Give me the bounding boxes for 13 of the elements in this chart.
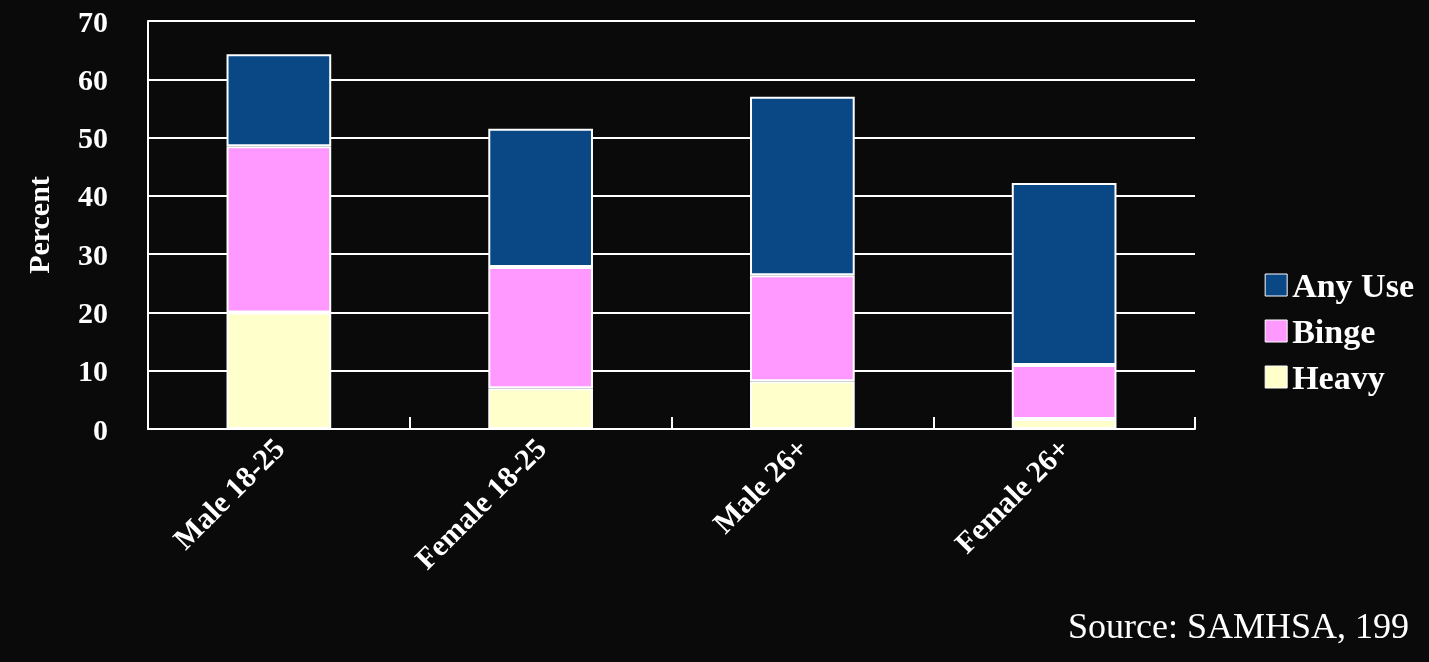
y-tick-label: 50	[78, 121, 108, 155]
y-tick-label: 60	[78, 62, 108, 96]
y-tick-label: 40	[78, 179, 108, 213]
y-tick-label: 30	[78, 237, 108, 271]
y-tick-label: 70	[78, 4, 108, 38]
legend-label: Any Use	[1292, 266, 1414, 304]
legend-label: Binge	[1292, 312, 1376, 350]
legend-label: Heavy	[1292, 358, 1385, 396]
y-tick-label: 10	[78, 354, 108, 388]
y-axis-title: Percent	[21, 176, 55, 274]
source-note: Source: SAMHSA, 199	[1067, 606, 1409, 646]
y-tick-label: 20	[78, 295, 108, 329]
y-tick-label: 0	[93, 412, 108, 446]
